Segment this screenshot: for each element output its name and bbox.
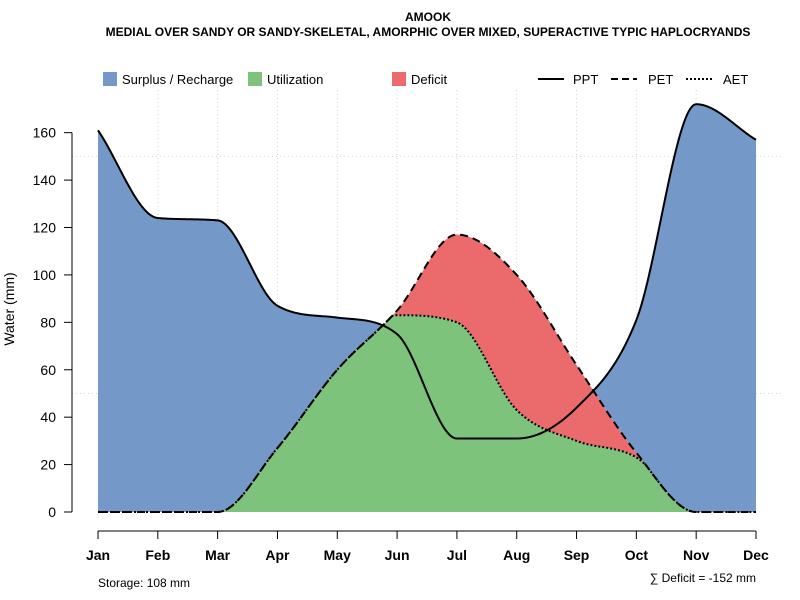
surplus-recharge-area (98, 104, 756, 512)
legend-label: Surplus / Recharge (122, 72, 233, 87)
x-tick-label-nov: Nov (683, 547, 710, 563)
deficit-area (98, 234, 756, 512)
storage-annotation: Storage: 108 mm (98, 576, 190, 590)
x-tick-label-feb: Feb (145, 547, 170, 563)
x-tick-label-mar: Mar (205, 547, 230, 563)
x-tick-label-apr: Apr (265, 547, 290, 563)
legend-label: Deficit (411, 72, 448, 87)
legend-label: AET (723, 72, 748, 87)
x-tick-label-jun: Jun (385, 547, 410, 563)
x-tick-label-oct: Oct (625, 547, 649, 563)
x-tick-label-may: May (324, 547, 351, 563)
filled-areas (98, 104, 756, 512)
legend-label: PPT (573, 72, 598, 87)
legend-swatch (392, 72, 406, 86)
x-tick-label-dec: Dec (743, 547, 769, 563)
series-line-ppt (97, 103, 757, 440)
chart-subtitle: MEDIAL OVER SANDY OR SANDY-SKELETAL, AMO… (106, 25, 751, 39)
y-tick-label: 140 (33, 172, 57, 188)
x-tick-label-aug: Aug (503, 547, 530, 563)
x-tick-label-jul: Jul (447, 547, 467, 563)
y-tick-label: 80 (40, 314, 56, 330)
y-tick-label: 60 (40, 362, 56, 378)
x-tick-label-sep: Sep (564, 547, 590, 563)
legend-swatch (103, 72, 117, 86)
y-axis-label: Water (mm) (1, 272, 17, 345)
y-tick-label: 100 (33, 267, 57, 283)
y-tick-label: 0 (48, 504, 56, 520)
series-lines (97, 103, 757, 513)
y-tick-label: 40 (40, 409, 56, 425)
y-tick-label: 20 (40, 457, 56, 473)
y-tick-label: 160 (33, 125, 57, 141)
chart-title: AMOOK (405, 10, 451, 24)
series-line-aet (98, 314, 756, 513)
legend-label: Utilization (267, 72, 323, 87)
deficit-annotation: ∑ Deficit = -152 mm (650, 571, 756, 585)
y-tick-label: 120 (33, 220, 57, 236)
axes: 0 20 40 60 80 100 120 140 160 Jan Feb Mar Apr May Jun J… (33, 125, 769, 563)
utilization-area (98, 315, 756, 512)
legend: Surplus / Recharge Utilization Deficit PPT P… (103, 72, 748, 87)
legend-label: PET (648, 72, 673, 87)
x-tick-label-jan: Jan (86, 547, 110, 563)
legend-swatch (248, 72, 262, 86)
